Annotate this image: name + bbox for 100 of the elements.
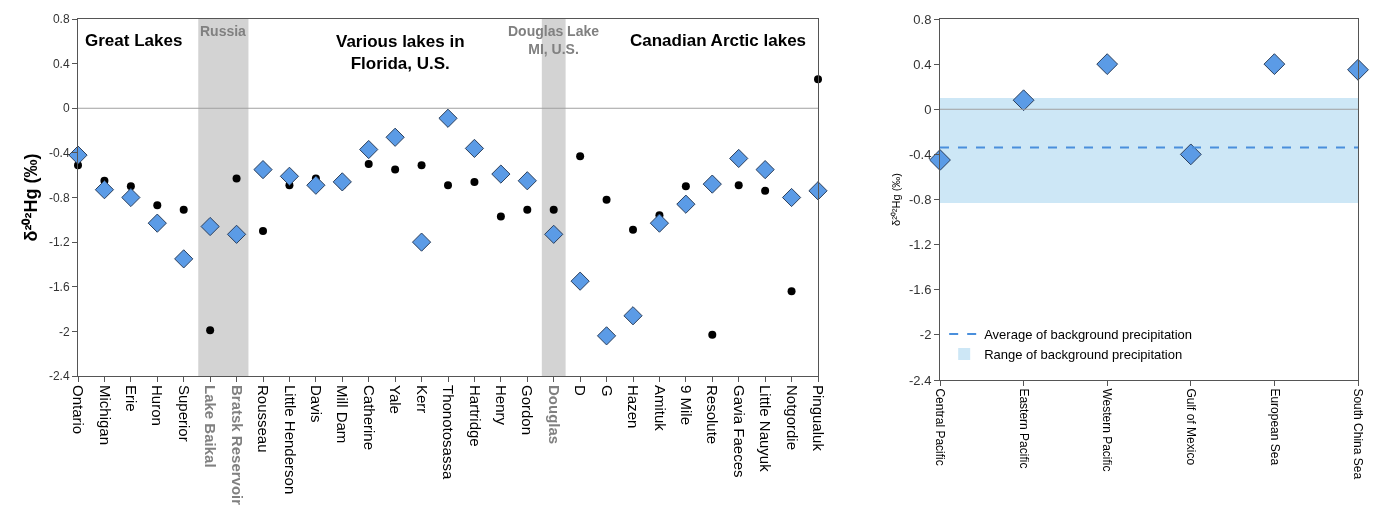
point [391,165,400,174]
x-tick-label: Central Pacific [933,388,948,466]
x-tick-label: Notgordie [783,385,801,451]
y-tick-label: 0.8 [52,12,70,27]
point [1012,89,1035,112]
point [491,164,511,184]
point [523,205,532,214]
point [206,326,215,335]
y-tick-label: -1.6 [48,279,70,294]
x-tick-label: Superior [175,385,193,442]
point [417,161,426,170]
y-tick-label: -1.6 [908,282,932,298]
x-tick-label: Michigan [96,385,114,446]
y-tick-label: -1.2 [48,235,70,250]
point [200,216,220,237]
legend-label: Range of background precipitation [984,347,1183,363]
x-tick-label: 9 Mile [677,385,695,426]
x-tick-label: Little Henderson [281,385,299,495]
x-tick-label: Bratsk Reservoir [228,385,246,506]
y-tick-label: -2.4 [48,369,70,384]
y-tick-label: -0.4 [908,146,932,162]
x-tick-label: Resolute [704,385,722,445]
point [438,108,458,128]
x-tick-label: Kerr [413,385,431,414]
point [279,166,300,186]
x-tick-label: Ontario [70,385,88,435]
y-tick-label: 0.4 [913,56,932,72]
x-tick-label: Thonotosassa [440,385,458,480]
x-tick-label: Mill Dam [334,385,352,444]
point [781,187,802,208]
y-tick-label: 0.8 [913,11,932,27]
x-tick-label: Little Nauyuk [757,385,775,473]
annotation: Great Lakes [85,31,183,50]
point [385,127,405,147]
x-tick-label: Hazen [625,385,643,429]
x-tick-label: Hartridge [466,385,484,447]
y-tick-label: -2 [919,327,932,343]
x-tick-label: Gordon [519,385,537,436]
x-tick-label: D [572,385,590,396]
point [755,160,775,180]
point [121,187,141,208]
y-tick-label: -2 [58,324,70,339]
point [787,287,796,296]
x-tick-label: Rousseau [255,385,273,453]
point [259,226,267,235]
y-axis-title: δ²⁰²Hg (‰) [21,153,42,242]
y-tick-label: 0 [924,101,932,117]
annotation: Various lakes in Florida, U.S. [336,32,465,74]
point [576,152,585,161]
x-tick-label: G [598,385,616,397]
point [332,172,352,192]
y-tick-label: -0.8 [48,190,70,205]
point [570,271,590,291]
y-tick-label: 0.4 [52,56,70,71]
point [359,139,379,160]
y-tick-label: -2.4 [908,372,932,388]
point [596,326,617,346]
point [729,148,749,169]
x-tick-label: Amituk [651,385,669,432]
point [226,224,247,244]
band-label: Douglas Lake MI, U.S. [508,23,600,58]
point [253,160,273,180]
point [364,160,373,169]
point [1179,143,1202,166]
point [411,232,432,252]
point [174,249,194,269]
point [306,175,326,195]
point [1096,53,1119,76]
point [629,225,637,234]
point [702,174,722,194]
x-tick-label: Lake Baikal [202,385,220,468]
x-tick-label: Davis [307,385,325,423]
point [808,181,828,201]
point [464,138,485,159]
point [153,201,162,210]
x-tick-label: Gavia Faeces [730,385,748,478]
point [929,149,951,171]
x-tick-label: Henry [492,385,510,426]
point [147,213,167,233]
point [602,195,611,204]
point [681,182,690,191]
point [179,205,188,214]
point [549,205,558,214]
point [496,212,505,221]
y-tick-label: 0 [62,101,70,116]
point [68,145,88,165]
point [649,213,670,233]
point [470,177,479,186]
y-tick-label: -0.4 [48,146,70,161]
point [814,75,822,84]
x-tick-label: South China Sea [1351,388,1366,480]
point [623,306,643,326]
point [1347,58,1369,81]
point [517,171,537,191]
point [761,186,770,195]
point [734,181,743,190]
legend-label: Average of background precipitation [984,327,1193,343]
x-tick-label: Erie [122,385,140,412]
y-tick-label: -0.8 [908,192,932,208]
x-tick-label: European Sea [1267,388,1282,466]
